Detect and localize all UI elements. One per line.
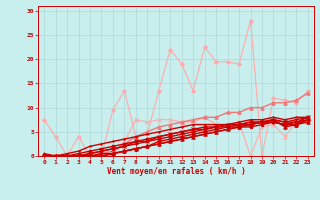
X-axis label: Vent moyen/en rafales ( km/h ): Vent moyen/en rafales ( km/h ) bbox=[107, 167, 245, 176]
